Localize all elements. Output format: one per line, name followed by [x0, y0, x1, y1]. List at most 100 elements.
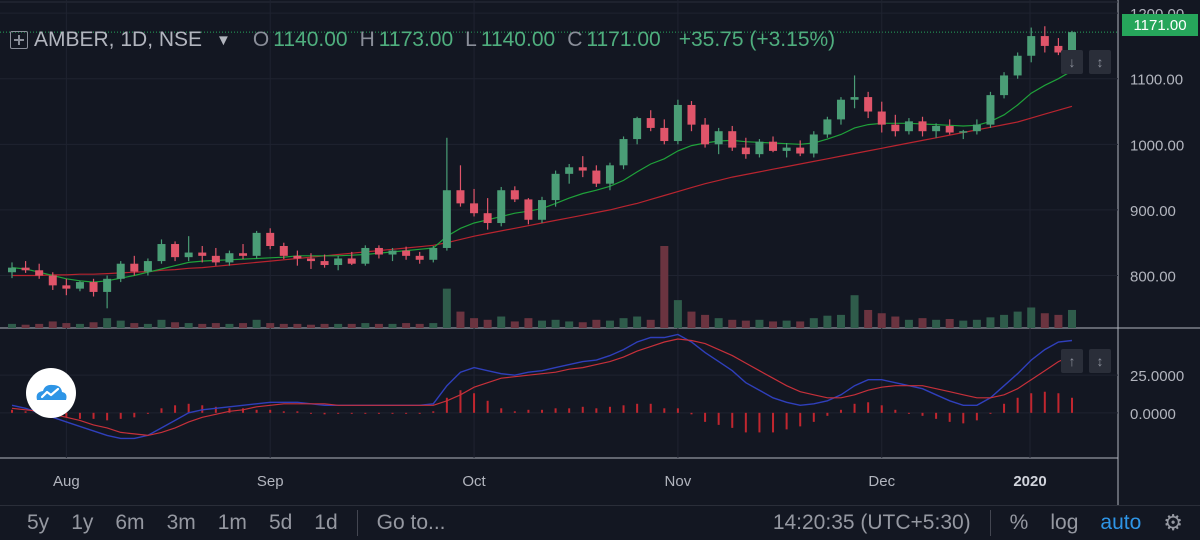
histogram-bar — [785, 412, 788, 430]
range-1d[interactable]: 1d — [314, 511, 338, 534]
histogram-bar — [663, 408, 666, 413]
open-value: 1140.00 — [273, 28, 348, 51]
log-toggle[interactable]: log — [1050, 511, 1079, 534]
expand-vertical-icon-2[interactable]: ↕ — [1089, 349, 1111, 373]
volume-bar — [646, 319, 655, 328]
volume-bar — [211, 323, 220, 328]
time-tick-label: Dec — [868, 473, 895, 490]
candle-body — [470, 203, 479, 214]
tradingview-logo[interactable] — [26, 368, 76, 418]
histogram-bar — [744, 412, 747, 433]
candle-body — [1068, 32, 1076, 53]
histogram-bar — [812, 412, 815, 422]
volume-bar — [143, 323, 152, 328]
volume-bar — [904, 319, 913, 328]
volume-bar — [21, 324, 30, 328]
volume-bar — [103, 318, 112, 328]
histogram-bar — [853, 403, 856, 413]
auto-toggle[interactable]: auto — [1100, 511, 1142, 534]
histogram-bar — [935, 412, 938, 419]
candle-body — [864, 97, 873, 112]
symbol-header: AMBER, 1D, NSE ▼ O 1140.00 H 1173.00 L 1… — [10, 27, 835, 53]
chevron-down-icon[interactable]: ▼ — [216, 31, 231, 49]
candle-body — [660, 127, 669, 142]
time-tick-label: Sep — [257, 473, 284, 490]
candle-body — [374, 247, 383, 255]
range-buttons: 5y 1y 6m 3m 1m 5d 1d — [16, 511, 349, 535]
histogram-bar — [649, 403, 652, 413]
volume-bar — [565, 321, 574, 328]
chart-canvas[interactable]: 1200.001100.001000.00900.00800.0025.0000… — [0, 0, 1200, 505]
volume-bar — [524, 318, 533, 328]
time-tick-label: Aug — [53, 473, 80, 490]
symbol-label[interactable]: AMBER, 1D, NSE — [34, 28, 203, 51]
histogram-bar — [214, 406, 217, 413]
candle-body — [850, 97, 859, 100]
volume-bar — [1000, 314, 1009, 328]
candle-body — [809, 134, 818, 154]
volume-bar — [741, 320, 750, 328]
volume-bar — [918, 318, 927, 328]
histogram-bar — [459, 390, 462, 413]
histogram-bar — [962, 412, 965, 424]
candle-body — [347, 258, 356, 264]
price-tick-label: 900.00 — [1130, 203, 1176, 220]
volume-bar — [361, 323, 370, 328]
histogram-bar — [201, 405, 204, 413]
histogram-bar — [405, 412, 408, 414]
range-3m[interactable]: 3m — [166, 511, 196, 534]
histogram-bar — [1043, 391, 1046, 413]
histogram-bar — [690, 412, 693, 415]
candle-body — [605, 165, 614, 184]
volume-bar — [836, 314, 845, 328]
histogram-bar — [473, 393, 476, 413]
candle-body — [361, 247, 370, 264]
histogram-bar — [839, 409, 842, 413]
candle-body — [782, 147, 791, 151]
volume-bar — [986, 317, 995, 328]
histogram-bar — [418, 412, 421, 414]
histogram-bar — [282, 411, 285, 413]
histogram-bar — [513, 411, 516, 413]
volume-bar — [796, 321, 805, 328]
volume-bar — [877, 313, 886, 328]
volume-bar — [1068, 309, 1076, 328]
histogram-bar — [255, 409, 258, 413]
volume-bar — [306, 324, 315, 328]
histogram-bar — [1003, 403, 1006, 413]
goto-button[interactable]: Go to... — [376, 511, 446, 534]
candle-body — [266, 232, 275, 246]
histogram-bar — [894, 409, 897, 413]
candle-body — [35, 270, 44, 276]
compare-plus-icon[interactable] — [10, 31, 28, 49]
range-1m[interactable]: 1m — [217, 511, 247, 534]
grid — [0, 0, 1200, 505]
histogram-bar — [146, 412, 149, 414]
volume-bar — [864, 309, 873, 328]
histogram-bar — [948, 412, 951, 422]
expand-vertical-icon[interactable]: ↕ — [1089, 50, 1111, 74]
range-1y[interactable]: 1y — [71, 511, 94, 534]
volume-bar — [456, 311, 465, 328]
range-5y[interactable]: 5y — [27, 511, 50, 534]
toolbar-divider — [356, 510, 358, 536]
candle-body — [320, 261, 329, 266]
candle-body — [633, 118, 642, 140]
scroll-down-icon[interactable]: ↓ — [1061, 50, 1083, 74]
volume-bar — [510, 321, 519, 328]
scroll-up-icon[interactable]: ↑ — [1061, 349, 1083, 373]
candle-body — [1054, 45, 1063, 53]
candle-body — [769, 141, 778, 151]
candle-body — [211, 255, 220, 263]
range-6m[interactable]: 6m — [115, 511, 145, 534]
macd-line — [11, 333, 1073, 440]
candle-body — [75, 282, 84, 289]
candle-body — [171, 244, 180, 258]
gear-icon[interactable]: ⚙ — [1163, 510, 1183, 535]
candle-body — [565, 167, 574, 174]
histogram-bar — [622, 405, 625, 413]
percent-toggle[interactable]: % — [1009, 511, 1029, 534]
volume-bar — [728, 319, 737, 328]
volume-bar — [701, 314, 710, 328]
range-5d[interactable]: 5d — [268, 511, 293, 534]
